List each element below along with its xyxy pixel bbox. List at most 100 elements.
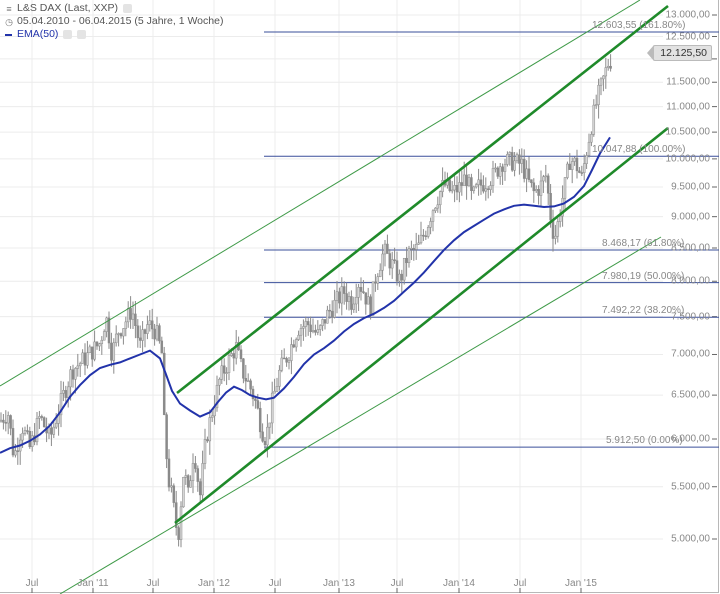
channel-lower-bold-trendline[interactable] — [174, 126, 669, 525]
fibonacci-level-label: 7.492,22 (38.20%) — [602, 305, 685, 317]
candle-body — [352, 303, 356, 310]
candle-body — [513, 160, 516, 171]
candle-body — [592, 104, 596, 135]
y-tick-label: 11.500,00 — [666, 76, 710, 88]
candle-body — [110, 342, 113, 361]
ema-label[interactable]: EMA(50) — [17, 28, 59, 40]
candle-body — [299, 328, 303, 336]
candle-body — [129, 308, 132, 320]
candle-body — [182, 477, 185, 508]
candle-body — [21, 433, 24, 441]
candle-body — [424, 235, 428, 237]
x-tick-label: Jul — [390, 578, 404, 589]
candle-body — [210, 415, 214, 418]
candle-body — [386, 243, 389, 254]
candle-body — [568, 163, 572, 170]
fibonacci-level-label: 7.980,19 (50.00%) — [602, 270, 685, 282]
candle-body — [335, 291, 339, 301]
candle-body — [510, 152, 514, 171]
candle-body — [460, 182, 464, 186]
y-tick-label: 13.000,00 — [665, 9, 711, 21]
candle-body — [340, 286, 344, 304]
candle-body — [304, 321, 308, 327]
candle-body — [220, 365, 224, 380]
y-tick-label: 7.000,00 — [671, 348, 710, 360]
candle-body — [438, 191, 442, 206]
candle-body — [426, 227, 430, 237]
candle-body — [146, 324, 149, 334]
candle-body — [59, 393, 63, 416]
candle-body — [50, 427, 53, 435]
outer-lower-thin-trendline[interactable] — [59, 236, 662, 594]
candle-body — [254, 398, 257, 401]
candle-body — [472, 186, 476, 191]
indicator-settings-icon[interactable] — [63, 30, 73, 39]
x-tick-label: Jul — [25, 578, 39, 589]
candle-body — [174, 502, 178, 528]
date-range-label[interactable]: 05.04.2010 - 06.04.2015 (5 Jahre, 1 Woch… — [17, 15, 224, 27]
candle-body — [498, 166, 502, 177]
candle-body — [486, 188, 490, 190]
candle-body — [506, 154, 509, 165]
x-tick-label: Jul — [146, 578, 160, 589]
candle-body — [131, 313, 135, 320]
candle-body — [431, 210, 435, 222]
ema-line[interactable] — [0, 136, 611, 454]
candle-body — [225, 372, 228, 374]
candle-body — [381, 253, 384, 271]
candle-body — [179, 506, 183, 540]
candle-body — [314, 330, 317, 333]
candle-body — [114, 333, 118, 344]
outer-upper-thin-trendline[interactable] — [0, 0, 641, 387]
candle-body — [30, 435, 34, 447]
candle-body — [491, 168, 495, 186]
candle-body — [482, 185, 485, 192]
clock-icon: ◷ — [5, 16, 13, 27]
candle-body — [554, 235, 557, 239]
candle-body — [62, 390, 65, 394]
candle-body — [398, 273, 401, 282]
candle-body — [484, 188, 488, 192]
candle-body — [546, 175, 550, 194]
candle-body — [105, 317, 108, 332]
candle-body — [590, 134, 593, 143]
candle-body — [366, 296, 370, 305]
channel-upper-bold-trendline[interactable] — [176, 4, 669, 395]
candle-body — [518, 154, 521, 164]
instrument-label[interactable]: L&S DAX (Last, XXP) — [17, 2, 118, 14]
x-tick-label: Jan '14 — [443, 578, 475, 589]
candle-body — [534, 189, 538, 192]
candle-body — [189, 480, 192, 488]
candle-body — [539, 180, 543, 196]
candle-body — [496, 167, 500, 177]
candle-body — [609, 65, 612, 69]
y-tick-label: 12.500,00 — [665, 31, 711, 42]
candle-body — [479, 179, 483, 186]
fibonacci-level-label: 8.468,17 (61.80%) — [602, 238, 685, 250]
candle-body — [302, 326, 305, 329]
x-tick-label: Jan '15 — [565, 578, 597, 589]
candle-body — [52, 426, 56, 435]
instrument-settings-icon[interactable] — [122, 4, 132, 13]
candle-body — [71, 369, 75, 380]
candle-body — [42, 417, 46, 428]
candle-body — [206, 439, 209, 442]
candle-body — [388, 253, 392, 269]
candle-body — [11, 428, 15, 456]
candle-body — [333, 300, 336, 318]
candle-body — [357, 287, 360, 298]
candle-body — [311, 330, 315, 333]
candle-body — [134, 313, 137, 327]
candle-body — [604, 67, 608, 77]
candle-body — [575, 157, 579, 172]
candle-body — [266, 426, 269, 446]
legend-range-row: ◷ 05.04.2010 - 06.04.2015 (5 Jahre, 1 Wo… — [4, 15, 223, 28]
candle-body — [434, 207, 437, 212]
candle-body — [606, 65, 610, 68]
candle-body — [354, 297, 358, 305]
candle-body — [258, 407, 262, 433]
indicator-remove-icon[interactable] — [77, 30, 87, 39]
candlestick-icon: ≡ — [6, 3, 12, 14]
candle-body — [578, 170, 581, 173]
